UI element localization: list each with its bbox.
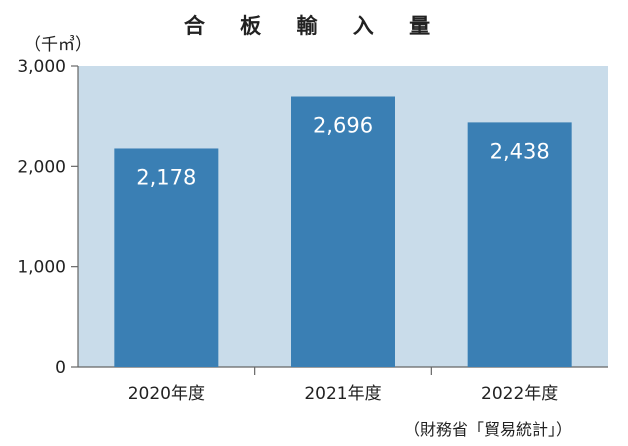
- bar-2022年度: [467, 122, 572, 368]
- y-axis-unit-label: （千㎥）: [24, 35, 92, 55]
- bar-value-label: 2,438: [490, 139, 550, 163]
- x-tick-label: 2020年度: [128, 384, 205, 404]
- source-note: （財務省「貿易統計」）: [404, 420, 573, 439]
- y-tick-label: 0: [55, 358, 66, 378]
- bar-value-label: 2,178: [136, 165, 196, 189]
- bar-2021年度: [291, 96, 395, 367]
- y-tick-label: 1,000: [17, 258, 66, 278]
- y-tick-label: 2,000: [17, 157, 66, 177]
- y-tick-label: 3,000: [17, 57, 66, 77]
- chart-title: 合 板 輸 入 量: [183, 14, 445, 38]
- x-tick-label: 2021年度: [304, 384, 381, 404]
- bar-2020年度: [114, 148, 219, 367]
- x-tick-label: 2022年度: [481, 384, 558, 404]
- bar-value-label: 2,696: [313, 114, 373, 138]
